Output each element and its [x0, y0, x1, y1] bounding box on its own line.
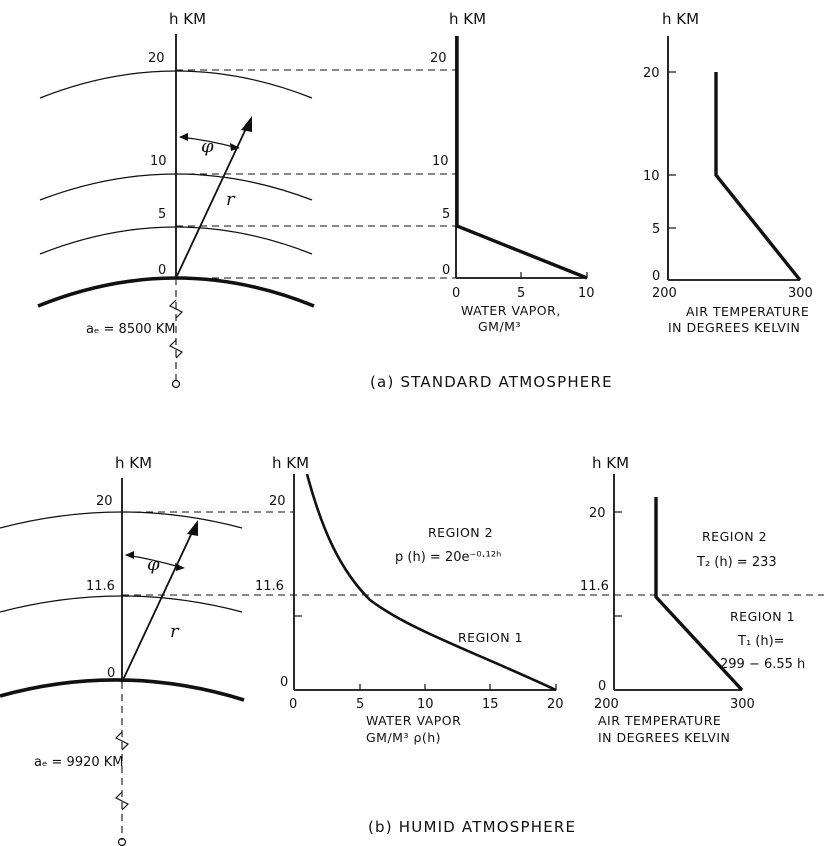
region-1-title: REGION 1 — [730, 609, 795, 624]
tick-label: 15 — [482, 697, 499, 712]
tick-label: 300 — [788, 286, 813, 301]
phi-symbol: φ — [201, 136, 214, 157]
tick-label: 10 — [643, 169, 660, 184]
tick-label: 0 — [598, 679, 606, 694]
axis-label: h KM — [449, 10, 486, 28]
radius-vector — [121, 523, 197, 683]
tick-label: 0 — [442, 263, 450, 278]
tick-label: 20 — [96, 494, 113, 509]
earth-radius-label: aₑ = 9920 KM — [34, 755, 124, 770]
radius-break-mark — [168, 299, 184, 319]
panel-a: h KM 20 10 5 0 φ r aₑ = 8500 KM h KM 20 … — [37, 10, 813, 391]
radius-arrowhead — [241, 116, 252, 132]
region-1-title: REGION 1 — [458, 630, 523, 645]
radius-symbol: r — [170, 621, 180, 642]
tick-label: 20 — [547, 697, 564, 712]
x-axis-label: IN DEGREES KELVIN — [668, 320, 800, 335]
x-axis-label: AIR TEMPERATURE — [686, 304, 809, 319]
temperature-profile-line — [714, 72, 802, 282]
phi-symbol: φ — [147, 554, 160, 575]
tick-label: 20 — [148, 51, 165, 66]
region-2-formula: T₂ (h) = 233 — [696, 555, 777, 570]
axis-label: h KM — [592, 454, 629, 472]
tick-label: 11.6 — [86, 579, 115, 594]
tick-label: 11.6 — [580, 579, 609, 594]
tick-label: 20 — [430, 51, 447, 66]
radius-break-mark — [114, 791, 130, 811]
temp-chart-a: h KM 20 10 5 0 200 300 AIR TEMPERATURE I… — [643, 10, 813, 335]
earth-center-point — [171, 379, 181, 389]
tick-label: 5 — [356, 697, 364, 712]
phi-arrowhead — [179, 133, 188, 141]
vapor-profile-line — [455, 36, 588, 280]
tick-label: 11.6 — [255, 579, 284, 594]
temp-chart-b: h KM 20 11.6 0 200 300 AIR TEMPERATURE I… — [580, 454, 805, 745]
tick-label: 0 — [107, 666, 115, 681]
vapor-chart-b: h KM 20 11.6 0 0 5 10 15 20 WATER VAPOR … — [255, 454, 564, 745]
tick-label: 0 — [289, 697, 297, 712]
tick-label: 0 — [652, 269, 660, 284]
temperature-profile-line — [654, 497, 744, 692]
tick-label: 20 — [589, 506, 606, 521]
region-2-title: REGION 2 — [702, 529, 767, 544]
panel-b: h KM 20 11.6 0 φ r aₑ = 9920 KM h KM 20 … — [0, 454, 824, 846]
tick-label: 5 — [652, 222, 660, 237]
radius-break-mark — [168, 339, 184, 359]
region-1-formula: 299 − 6.55 h — [720, 657, 805, 672]
x-axis-label: GM/M³ ρ(h) — [366, 730, 441, 745]
radius-symbol: r — [226, 189, 236, 210]
tick-label: 200 — [594, 697, 619, 712]
region-2-title: REGION 2 — [428, 525, 493, 540]
tick-label: 10 — [150, 154, 167, 169]
x-axis-label: IN DEGREES KELVIN — [598, 730, 730, 745]
geometry-diagram-a: h KM 20 10 5 0 φ r aₑ = 8500 KM — [37, 10, 315, 389]
phi-arrowhead — [175, 563, 185, 571]
tick-label: 20 — [643, 66, 660, 81]
vapor-chart-a: h KM 20 10 5 0 0 5 10 WATER VAPOR, GM/M³ — [430, 10, 595, 334]
x-axis-label: WATER VAPOR, — [461, 303, 561, 318]
tick-label: 5 — [517, 286, 525, 301]
tick-label: 5 — [442, 207, 450, 222]
arc-11.6km — [0, 595, 243, 613]
x-axis-label: WATER VAPOR — [366, 713, 461, 728]
tick-label: 0 — [280, 675, 288, 690]
tick-label: 300 — [730, 697, 755, 712]
radius-vector — [175, 119, 251, 279]
axis-label: h KM — [169, 10, 206, 28]
tick-label: 0 — [452, 286, 460, 301]
phi-arrowhead — [125, 551, 134, 559]
panel-caption: (b) HUMID ATMOSPHERE — [368, 818, 576, 836]
radius-arrowhead — [187, 520, 198, 536]
axis-label: h KM — [662, 10, 699, 28]
tick-label: 0 — [158, 263, 166, 278]
tick-label: 5 — [158, 207, 166, 222]
geometry-diagram-b: h KM 20 11.6 0 φ r aₑ = 9920 KM — [0, 454, 245, 846]
axis-label: h KM — [115, 454, 152, 472]
tick-label: 10 — [432, 154, 449, 169]
arc-20km — [0, 511, 243, 529]
x-axis-label: GM/M³ — [478, 319, 521, 334]
radius-break-mark — [114, 731, 130, 751]
region-1-formula: T₁ (h)= — [737, 634, 785, 649]
axis-label: h KM — [272, 454, 309, 472]
tick-label: 200 — [652, 286, 677, 301]
x-axis-label: AIR TEMPERATURE — [598, 713, 721, 728]
region-2-formula: p (h) = 20e⁻⁰·¹²ʰ — [395, 550, 501, 565]
tick-label: 20 — [269, 494, 286, 509]
earth-radius-label: aₑ = 8500 KM — [86, 322, 176, 337]
phi-arrowhead — [230, 143, 240, 151]
tick-label: 10 — [417, 697, 434, 712]
vapor-profile-curve — [305, 473, 557, 692]
tick-label: 10 — [578, 286, 595, 301]
panel-caption: (a) STANDARD ATMOSPHERE — [370, 373, 613, 391]
